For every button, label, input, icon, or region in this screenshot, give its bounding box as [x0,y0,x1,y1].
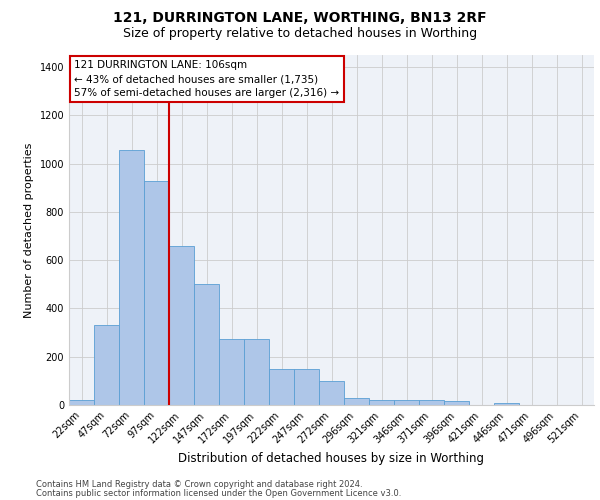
Bar [319,381,344,405]
Text: Contains HM Land Registry data © Crown copyright and database right 2024.: Contains HM Land Registry data © Crown c… [36,480,362,489]
Text: Size of property relative to detached houses in Worthing: Size of property relative to detached ho… [123,28,477,40]
Bar [444,402,469,405]
Bar [169,246,194,405]
Y-axis label: Number of detached properties: Number of detached properties [24,142,34,318]
Bar [344,398,369,405]
Bar [419,400,444,405]
Bar [294,369,319,405]
Bar [144,180,169,405]
Bar [269,369,294,405]
Bar [94,326,119,405]
Bar [69,400,94,405]
Bar [394,400,419,405]
X-axis label: Distribution of detached houses by size in Worthing: Distribution of detached houses by size … [179,452,485,465]
Bar [194,284,219,405]
Text: 121 DURRINGTON LANE: 106sqm
← 43% of detached houses are smaller (1,735)
57% of : 121 DURRINGTON LANE: 106sqm ← 43% of det… [74,60,340,98]
Bar [219,338,244,405]
Bar [494,402,519,405]
Bar [369,400,394,405]
Bar [244,338,269,405]
Text: 121, DURRINGTON LANE, WORTHING, BN13 2RF: 121, DURRINGTON LANE, WORTHING, BN13 2RF [113,12,487,26]
Text: Contains public sector information licensed under the Open Government Licence v3: Contains public sector information licen… [36,488,401,498]
Bar [119,150,144,405]
